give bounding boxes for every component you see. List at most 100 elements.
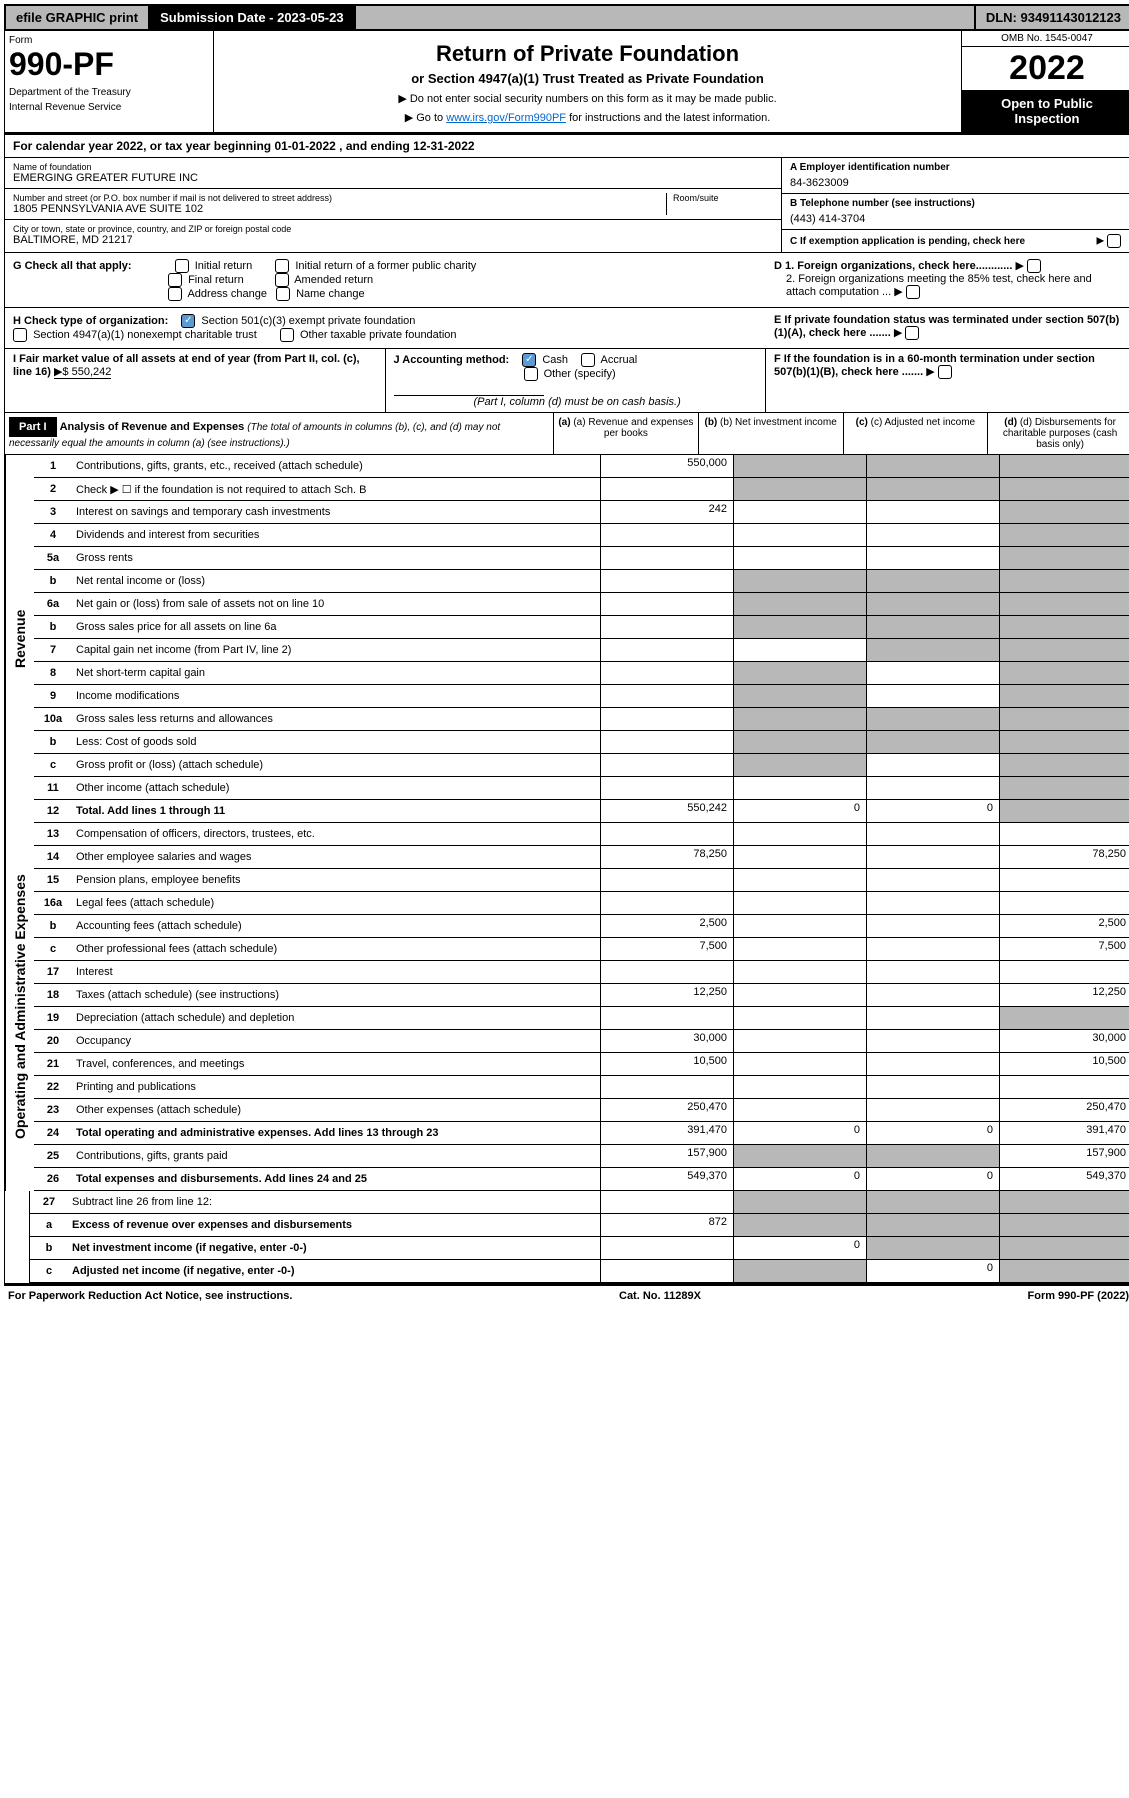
amt-b <box>733 915 866 937</box>
amt-b <box>733 938 866 960</box>
amt-c <box>866 869 999 891</box>
f-checkbox[interactable] <box>938 365 952 379</box>
amt-c <box>866 1237 999 1259</box>
row-label: Total. Add lines 1 through 11 <box>72 803 600 819</box>
row-label: Gross sales price for all assets on line… <box>72 619 600 635</box>
amt-c <box>866 639 999 661</box>
amt-c <box>866 685 999 707</box>
amt-b <box>733 501 866 523</box>
amt-d <box>999 1191 1129 1213</box>
amt-d <box>999 731 1129 753</box>
other-checkbox[interactable] <box>524 367 538 381</box>
col-c-header: (c) (c) Adjusted net income <box>843 413 988 454</box>
amt-a: 250,470 <box>600 1099 733 1121</box>
efile-label: efile GRAPHIC print <box>6 6 150 29</box>
d2-checkbox[interactable] <box>906 285 920 299</box>
sec4947-checkbox[interactable] <box>13 328 27 342</box>
row-num: 18 <box>34 987 72 1003</box>
final-return-checkbox[interactable] <box>168 273 182 287</box>
amt-d <box>999 1214 1129 1236</box>
table-row: 21Travel, conferences, and meetings10,50… <box>34 1053 1129 1076</box>
table-row: 2Check ▶ ☐ if the foundation is not requ… <box>34 478 1129 501</box>
amt-b <box>733 1145 866 1167</box>
d1-checkbox[interactable] <box>1027 259 1041 273</box>
amt-c <box>866 1076 999 1098</box>
header-right: OMB No. 1545-0047 2022 Open to Public In… <box>961 31 1129 132</box>
table-row: 26Total expenses and disbursements. Add … <box>34 1168 1129 1191</box>
row-label: Interest <box>72 964 600 980</box>
row-num: 26 <box>34 1171 72 1187</box>
row-label: Other employee salaries and wages <box>72 849 600 865</box>
cash-checkbox[interactable] <box>522 353 536 367</box>
amt-b <box>733 731 866 753</box>
row-num: c <box>34 941 72 957</box>
name-change-checkbox[interactable] <box>276 287 290 301</box>
table-row: bNet rental income or (loss) <box>34 570 1129 593</box>
amt-a: 391,470 <box>600 1122 733 1144</box>
row-num: 2 <box>34 481 72 497</box>
table-row: 6aNet gain or (loss) from sale of assets… <box>34 593 1129 616</box>
other-taxable-checkbox[interactable] <box>280 328 294 342</box>
row-num: 9 <box>34 688 72 704</box>
e-checkbox[interactable] <box>905 326 919 340</box>
amt-a <box>600 892 733 914</box>
amt-c: 0 <box>866 1168 999 1190</box>
footer: For Paperwork Reduction Act Notice, see … <box>4 1284 1129 1306</box>
table-row: 15Pension plans, employee benefits <box>34 869 1129 892</box>
row-label: Total expenses and disbursements. Add li… <box>72 1171 600 1187</box>
accrual-checkbox[interactable] <box>581 353 595 367</box>
exemption-checkbox[interactable] <box>1107 234 1121 248</box>
sec501-checkbox[interactable] <box>181 314 195 328</box>
amt-c <box>866 501 999 523</box>
amt-b <box>733 455 866 477</box>
amt-c <box>866 846 999 868</box>
amt-a <box>600 1237 733 1259</box>
row-num: b <box>34 918 72 934</box>
initial-return-checkbox[interactable] <box>175 259 189 273</box>
amt-a: 157,900 <box>600 1145 733 1167</box>
form-link[interactable]: www.irs.gov/Form990PF <box>446 112 566 124</box>
table-row: 11Other income (attach schedule) <box>34 777 1129 800</box>
amt-b <box>733 984 866 1006</box>
row-label: Net short-term capital gain <box>72 665 600 681</box>
amt-d <box>999 961 1129 983</box>
address-change-checkbox[interactable] <box>168 287 182 301</box>
row-num: 8 <box>34 665 72 681</box>
j-label: J Accounting method: <box>394 354 510 366</box>
initial-former-checkbox[interactable] <box>275 259 289 273</box>
amt-b <box>733 892 866 914</box>
form-label: Form <box>9 35 209 46</box>
amended-return-checkbox[interactable] <box>275 273 289 287</box>
amt-d <box>999 639 1129 661</box>
amt-d: 250,470 <box>999 1099 1129 1121</box>
table-row: 25Contributions, gifts, grants paid157,9… <box>34 1145 1129 1168</box>
amt-d <box>999 777 1129 799</box>
row-label: Contributions, gifts, grants paid <box>72 1148 600 1164</box>
i-value: ▶$ 550,242 <box>54 365 111 379</box>
amt-b <box>733 1260 866 1282</box>
col-b-header: (b) (b) Net investment income <box>698 413 843 454</box>
row-num: 5a <box>34 550 72 566</box>
amt-b <box>733 1053 866 1075</box>
amt-d <box>999 823 1129 845</box>
amt-a <box>600 731 733 753</box>
row-num: 17 <box>34 964 72 980</box>
phone-label: B Telephone number (see instructions) <box>790 198 1124 209</box>
revenue-label: Revenue <box>5 455 34 823</box>
amt-d: 7,500 <box>999 938 1129 960</box>
row-label: Contributions, gifts, grants, etc., rece… <box>72 458 600 474</box>
table-row: bAccounting fees (attach schedule)2,5002… <box>34 915 1129 938</box>
amt-c <box>866 1030 999 1052</box>
amt-c: 0 <box>866 1122 999 1144</box>
amt-b <box>733 570 866 592</box>
part1-header: Part I Analysis of Revenue and Expenses … <box>4 413 1129 455</box>
col-d-header: (d) (d) Disbursements for charitable pur… <box>987 413 1129 454</box>
amt-a <box>600 616 733 638</box>
amt-a: 12,250 <box>600 984 733 1006</box>
row-num: b <box>34 734 72 750</box>
amt-b <box>733 754 866 776</box>
amt-b: 0 <box>733 1122 866 1144</box>
amt-c: 0 <box>866 1260 999 1282</box>
inspection-label: Open to Public Inspection <box>962 90 1129 132</box>
amt-d <box>999 892 1129 914</box>
